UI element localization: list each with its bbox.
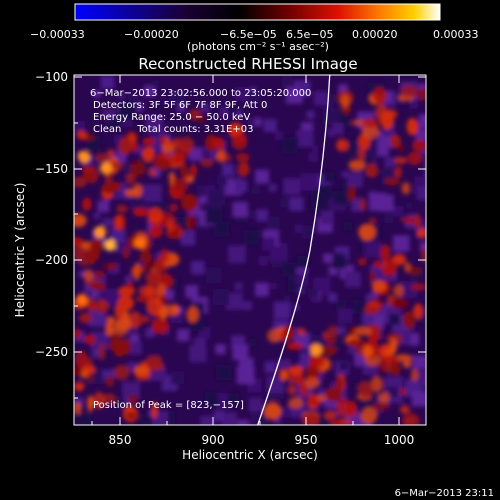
rhessi-image <box>74 75 426 425</box>
colorbar-unit-label: (photons cm⁻² s⁻¹ asec⁻²) <box>187 40 329 53</box>
peak-position-label: Position of Peak = [823,−157] <box>93 400 244 411</box>
colorbar-tick: 6.5e−05 <box>286 28 333 41</box>
colorbar-ticks: −0.00033 −0.00020 −6.5e−05 6.5e−05 0.000… <box>30 28 479 41</box>
x-tick-label: 950 <box>295 433 318 447</box>
x-tick-label: 900 <box>202 433 225 447</box>
observation-info: 6−Mar−2013 23:02:56.000 to 23:05:20.000 … <box>90 88 311 135</box>
info-energy-range: Energy Range: 25.0 − 50.0 keV <box>93 112 250 123</box>
x-axis <box>91 75 400 425</box>
colorbar-tick: −6.5e−05 <box>220 28 277 41</box>
colorbar-tick: 0.00020 <box>352 28 398 41</box>
y-tick-label: −150 <box>35 162 68 176</box>
y-tick-label: −250 <box>35 345 68 359</box>
x-axis-label: Heliocentric X (arcsec) <box>182 448 318 462</box>
y-tick-label: −100 <box>35 70 68 84</box>
y-axis-label: Heliocentric Y (arcsec) <box>13 183 27 318</box>
info-detectors: Detectors: 3F 5F 6F 7F 8F 9F, Att 0 <box>93 100 267 111</box>
y-tick-label: −200 <box>35 253 68 267</box>
x-tick-label: 850 <box>109 433 132 447</box>
colorbar-tick: 0.00033 <box>433 28 479 41</box>
x-tick-label: 1000 <box>384 433 415 447</box>
timestamp: 6−Mar−2013 23:11 <box>395 488 494 499</box>
plot-frame <box>73 74 427 426</box>
colorbar-tick: −0.00033 <box>30 28 85 41</box>
info-time-range: 6−Mar−2013 23:02:56.000 to 23:05:20.000 <box>90 88 311 99</box>
info-clean: Clean Total counts: 3.31E+03 <box>93 124 253 135</box>
solar-limb <box>257 75 331 425</box>
y-axis <box>74 76 426 399</box>
colorbar <box>74 3 441 21</box>
plot-title: Reconstructed RHESSI Image <box>138 55 357 73</box>
colorbar-tick: −0.00020 <box>124 28 179 41</box>
